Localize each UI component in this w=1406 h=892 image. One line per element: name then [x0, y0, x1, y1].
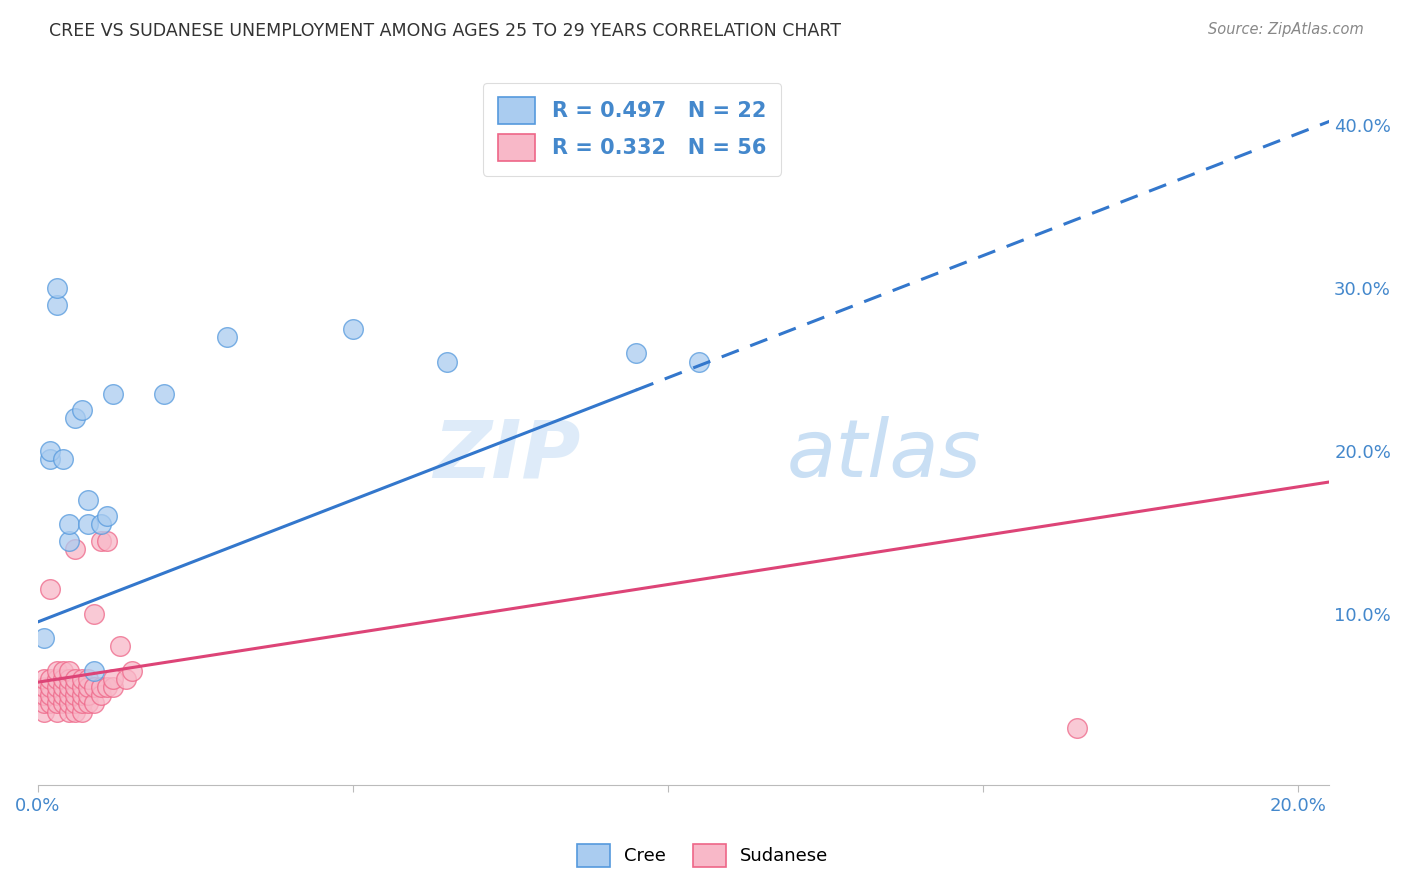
Point: [626, 346, 648, 360]
Point: [58, 672, 80, 686]
Point: [1066, 721, 1088, 735]
Point: [32, 688, 55, 702]
Point: [65, 705, 87, 719]
Point: [58, 680, 80, 694]
Point: [58, 664, 80, 678]
Point: [52, 697, 75, 711]
Point: [83, 664, 105, 678]
Point: [70, 688, 93, 702]
Point: [90, 680, 112, 694]
Point: [39, 452, 62, 467]
Point: [58, 697, 80, 711]
Point: [103, 672, 125, 686]
Point: [83, 607, 105, 621]
Point: [65, 411, 87, 425]
Point: [96, 680, 118, 694]
Point: [70, 697, 93, 711]
Point: [96, 533, 118, 548]
Point: [96, 509, 118, 524]
Point: [108, 640, 131, 654]
Point: [58, 705, 80, 719]
Point: [32, 697, 55, 711]
Point: [77, 680, 100, 694]
Point: [52, 664, 75, 678]
Point: [58, 688, 80, 702]
Point: [65, 697, 87, 711]
Point: [70, 705, 93, 719]
Point: [70, 672, 93, 686]
Point: [342, 322, 364, 336]
Point: [45, 281, 67, 295]
Point: [90, 688, 112, 702]
Point: [65, 680, 87, 694]
Point: [103, 387, 125, 401]
Point: [58, 517, 80, 532]
Point: [65, 541, 87, 556]
Point: [45, 297, 67, 311]
Legend: Cree, Sudanese: Cree, Sudanese: [571, 837, 835, 874]
Point: [77, 672, 100, 686]
Point: [32, 680, 55, 694]
Text: CREE VS SUDANESE UNEMPLOYMENT AMONG AGES 25 TO 29 YEARS CORRELATION CHART: CREE VS SUDANESE UNEMPLOYMENT AMONG AGES…: [49, 22, 841, 40]
Point: [39, 444, 62, 458]
Point: [77, 517, 100, 532]
Point: [77, 697, 100, 711]
Point: [103, 680, 125, 694]
Point: [52, 452, 75, 467]
Point: [688, 354, 710, 368]
Point: [152, 387, 174, 401]
Point: [39, 680, 62, 694]
Point: [90, 533, 112, 548]
Point: [77, 688, 100, 702]
Point: [52, 672, 75, 686]
Text: Source: ZipAtlas.com: Source: ZipAtlas.com: [1208, 22, 1364, 37]
Point: [39, 672, 62, 686]
Point: [32, 672, 55, 686]
Point: [45, 680, 67, 694]
Point: [70, 403, 93, 417]
Text: atlas: atlas: [787, 417, 981, 494]
Point: [39, 688, 62, 702]
Point: [45, 697, 67, 711]
Point: [65, 672, 87, 686]
Point: [65, 688, 87, 702]
Point: [115, 672, 138, 686]
Point: [39, 697, 62, 711]
Point: [32, 705, 55, 719]
Point: [45, 688, 67, 702]
Point: [77, 492, 100, 507]
Point: [90, 517, 112, 532]
Text: ZIP: ZIP: [433, 417, 581, 494]
Legend: R = 0.497   N = 22, R = 0.332   N = 56: R = 0.497 N = 22, R = 0.332 N = 56: [482, 83, 780, 176]
Point: [52, 680, 75, 694]
Point: [52, 688, 75, 702]
Point: [32, 632, 55, 646]
Point: [39, 582, 62, 597]
Point: [58, 533, 80, 548]
Point: [83, 697, 105, 711]
Point: [436, 354, 458, 368]
Point: [215, 330, 238, 344]
Point: [70, 680, 93, 694]
Point: [83, 680, 105, 694]
Point: [45, 705, 67, 719]
Point: [45, 672, 67, 686]
Point: [45, 664, 67, 678]
Point: [121, 664, 143, 678]
